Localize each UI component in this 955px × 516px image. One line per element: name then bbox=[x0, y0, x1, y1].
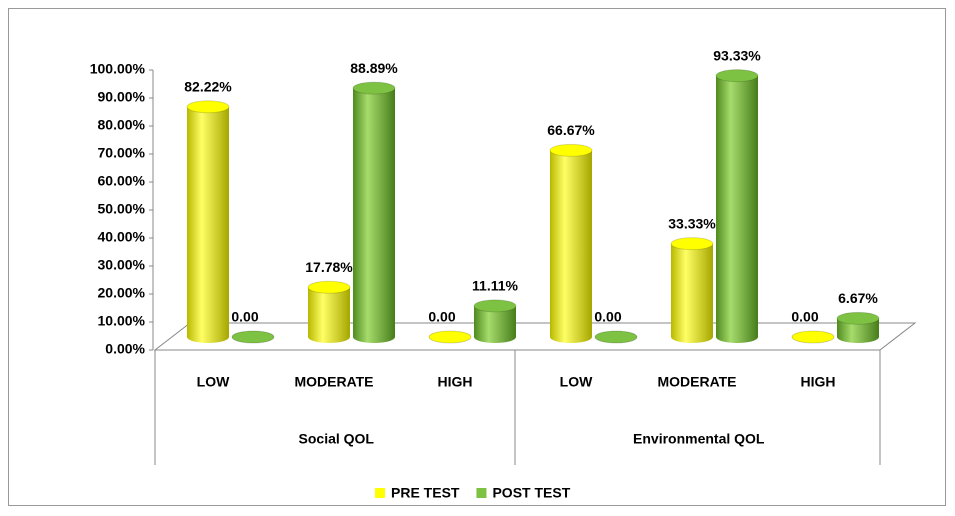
bar bbox=[473, 299, 517, 343]
bar-top bbox=[791, 330, 835, 344]
bar-top bbox=[352, 81, 396, 95]
bar-base bbox=[353, 331, 395, 343]
bar-top bbox=[186, 100, 230, 114]
bar-base bbox=[716, 331, 758, 343]
bar-top bbox=[231, 330, 275, 344]
y-tick-label: 90.00% bbox=[98, 89, 146, 105]
bar bbox=[231, 330, 275, 344]
bar-top bbox=[549, 143, 593, 157]
bar-body bbox=[308, 287, 350, 337]
y-tick-label: 20.00% bbox=[98, 285, 146, 301]
bar-top bbox=[836, 311, 880, 325]
value-label: 0.00 bbox=[791, 309, 818, 325]
bar-base bbox=[308, 331, 350, 343]
x-tick-label: HIGH bbox=[438, 374, 473, 390]
bar-top bbox=[670, 237, 714, 251]
y-tick-label: 60.00% bbox=[98, 173, 146, 189]
chart-frame bbox=[8, 8, 946, 506]
legend-label: POST TEST bbox=[492, 485, 570, 501]
bar-top bbox=[428, 330, 472, 344]
bar-body bbox=[671, 243, 713, 337]
legend-label: PRE TEST bbox=[391, 485, 460, 501]
bar-base bbox=[550, 331, 592, 343]
bar-top bbox=[594, 330, 638, 344]
y-tick-label: 100.00% bbox=[90, 61, 146, 77]
x-tick-label: MODERATE bbox=[657, 374, 736, 390]
bar-body bbox=[550, 150, 592, 337]
bar-top bbox=[307, 280, 351, 294]
bar bbox=[186, 100, 230, 343]
y-tick-label: 40.00% bbox=[98, 229, 146, 245]
y-tick-label: 70.00% bbox=[98, 145, 146, 161]
value-label: 82.22% bbox=[184, 78, 232, 94]
value-label: 88.89% bbox=[350, 60, 398, 76]
y-tick-label: 10.00% bbox=[98, 313, 146, 329]
bar-base bbox=[474, 331, 516, 343]
value-label: 0.00 bbox=[594, 309, 621, 325]
bar-body bbox=[187, 106, 229, 337]
x-tick-label: LOW bbox=[197, 374, 230, 390]
value-label: 33.33% bbox=[668, 215, 716, 231]
bar-body bbox=[353, 88, 395, 337]
bar bbox=[670, 237, 714, 343]
legend-swatch bbox=[476, 488, 487, 498]
value-label: 0.00 bbox=[231, 309, 258, 325]
x-tick-label: LOW bbox=[560, 374, 593, 390]
y-tick-label: 0.00% bbox=[105, 341, 145, 357]
bar bbox=[594, 330, 638, 344]
y-tick-label: 80.00% bbox=[98, 117, 146, 133]
bar-base bbox=[837, 331, 879, 343]
group-label: Social QOL bbox=[299, 431, 375, 447]
bar-top bbox=[715, 69, 759, 83]
value-label: 93.33% bbox=[713, 47, 761, 63]
value-label: 0.00 bbox=[428, 309, 455, 325]
value-label: 6.67% bbox=[838, 290, 878, 306]
bar bbox=[307, 280, 351, 343]
bar bbox=[352, 81, 396, 343]
y-tick-label: 30.00% bbox=[98, 257, 146, 273]
bar-base bbox=[187, 331, 229, 343]
y-tick-label: 50.00% bbox=[98, 201, 146, 217]
value-label: 66.67% bbox=[547, 122, 595, 138]
value-label: 17.78% bbox=[305, 259, 353, 275]
group-label: Environmental QOL bbox=[633, 431, 765, 447]
bar bbox=[791, 330, 835, 344]
bar-body bbox=[716, 75, 758, 338]
legend-swatch bbox=[375, 488, 385, 498]
bar bbox=[549, 143, 593, 343]
bar bbox=[836, 311, 880, 343]
bar bbox=[715, 69, 759, 343]
bar-top bbox=[473, 299, 517, 313]
x-tick-label: HIGH bbox=[801, 374, 836, 390]
value-label: 11.11% bbox=[472, 278, 518, 294]
x-tick-label: MODERATE bbox=[294, 374, 373, 390]
bar-base bbox=[671, 331, 713, 343]
bar bbox=[428, 330, 472, 344]
